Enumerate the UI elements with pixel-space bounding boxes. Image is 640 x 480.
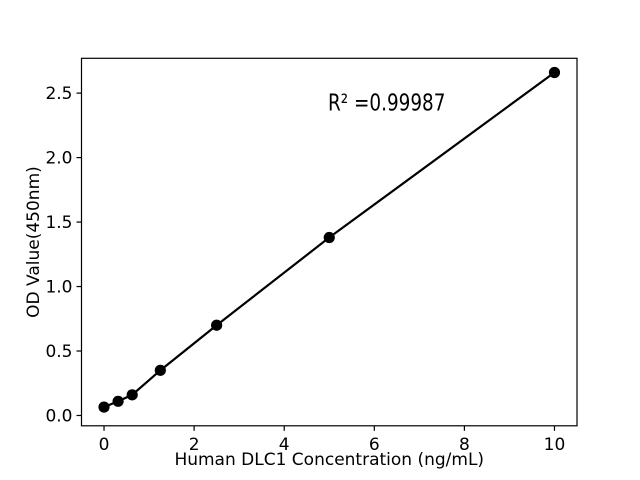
x-tick-label: 0 xyxy=(99,435,110,455)
data-point-marker xyxy=(323,231,335,244)
x-axis-label: Human DLC1 Concentration (ng/mL) xyxy=(174,450,484,470)
y-tick-label: 2.0 xyxy=(45,149,72,169)
y-axis-label: OD Value(450nm) xyxy=(24,166,44,318)
x-tick-label: 4 xyxy=(279,435,290,455)
y-tick-label: 0.0 xyxy=(45,406,72,426)
x-tick-label: 8 xyxy=(459,435,470,455)
y-tick-label: 0.5 xyxy=(45,342,72,362)
data-point-marker xyxy=(112,395,124,407)
data-point-marker xyxy=(154,364,166,376)
x-tick-label: 6 xyxy=(369,435,380,455)
plot-area-border xyxy=(80,57,578,427)
x-tick-label: 10 xyxy=(544,435,566,455)
data-point-marker xyxy=(126,389,138,401)
data-point-marker xyxy=(211,319,223,331)
data-point-marker xyxy=(548,66,561,79)
y-tick-label: 2.5 xyxy=(45,84,72,104)
data-point-marker xyxy=(98,401,110,413)
y-tick-label: 1.0 xyxy=(45,278,72,298)
y-tick-label: 1.5 xyxy=(45,213,72,233)
x-tick-label: 2 xyxy=(189,435,200,455)
r-squared-annotation: R² =0.99987 xyxy=(328,90,445,117)
